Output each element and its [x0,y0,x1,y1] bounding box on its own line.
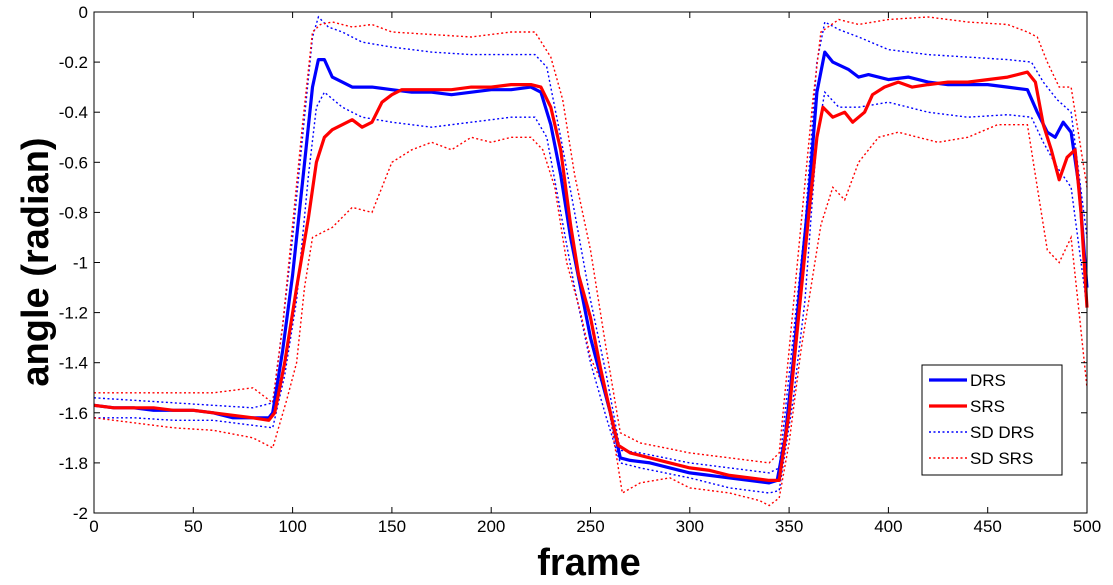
series-line-srs [93,70,1089,482]
legend-label: SRS [970,397,1005,416]
y-axis-title: angle (radian) [15,137,57,386]
x-tick-label: 0 [89,517,98,536]
x-tick-label: 400 [874,517,902,536]
y-tick-label: 0 [79,3,88,22]
legend: DRS SRS SD DRS SD SRS [921,364,1063,476]
plot-lines [93,15,1089,507]
y-tick-label: -1.2 [59,304,88,323]
y-tick-label: -1 [73,254,88,273]
y-tick-label: -1.6 [59,404,88,423]
x-tick-label: 100 [278,517,306,536]
y-tick-label: -0.4 [59,103,88,122]
x-tick-label: 350 [775,517,803,536]
series-line-sd-drs-upper [93,15,1088,474]
y-tick-label: -1.8 [59,454,88,473]
x-tick-label: 500 [1073,517,1101,536]
y-tick-label: -0.2 [59,53,88,72]
x-tick-label: 150 [378,517,406,536]
y-tick-label: -1.4 [59,354,88,373]
y-tick-label: -0.6 [59,153,88,172]
x-tick-label: 450 [974,517,1002,536]
x-tick-label: 50 [184,517,203,536]
legend-box [921,364,1063,476]
x-tick-label: 250 [576,517,604,536]
axis-ticks: 0 50 100 150 200 250 300 350 400 450 500 0 -0.2 -0.4 -… [59,3,1101,536]
series-line-sd-srs-upper [94,16,1088,464]
x-tick-label: 300 [676,517,704,536]
y-tick-label: -2 [73,504,88,523]
x-tick-label: 200 [477,517,505,536]
legend-label: DRS [970,371,1006,390]
legend-label: SD DRS [970,423,1034,442]
legend-label: SD SRS [970,449,1033,468]
y-tick-label: -0.8 [59,203,88,222]
x-axis-title: frame [537,542,641,584]
